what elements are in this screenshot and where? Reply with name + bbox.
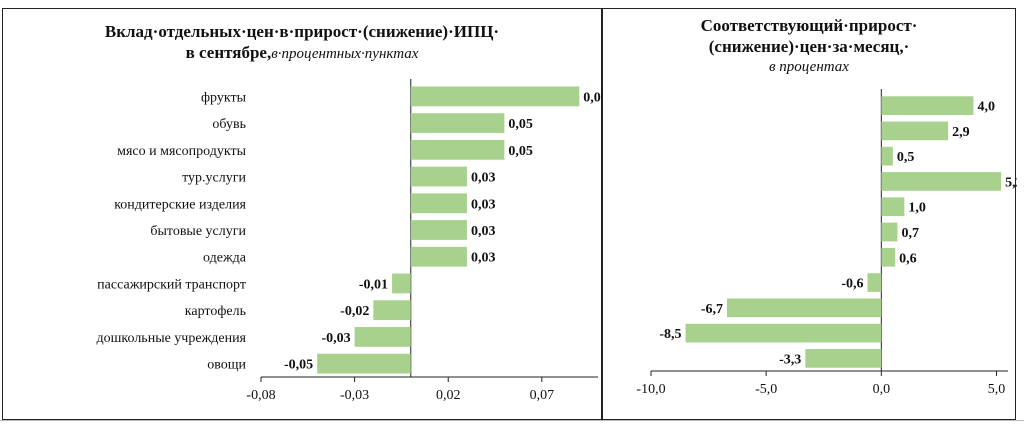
left-bar xyxy=(317,353,411,374)
left-category-label: дошкольные учреждения xyxy=(97,331,247,346)
left-category-label: овощи xyxy=(207,358,246,373)
left-category-label: картофель xyxy=(185,304,246,319)
left-category-label: пассажирский транспорт xyxy=(97,277,246,292)
left-bar xyxy=(410,139,505,160)
left-value-label: 0,09 xyxy=(583,90,603,105)
left-value-label: -0,03 xyxy=(321,331,350,346)
right-bar xyxy=(881,222,898,242)
right-bar xyxy=(881,121,949,141)
right-value-label: 0,5 xyxy=(897,150,915,165)
right-bar xyxy=(685,323,882,343)
right-value-label: -6,7 xyxy=(701,302,723,317)
right-value-label: 5,2 xyxy=(1005,175,1017,190)
left-bar xyxy=(373,300,411,321)
left-x-tick-label: 0,02 xyxy=(436,388,461,403)
right-bar-chart: 4,0 2,9 0,5 5,2 1,0 0,7 0,6 -0,6 -6,7 -8,5 -3,3 -10… xyxy=(636,89,1017,397)
right-chart-title-line2: (снижение)·цен·за·месяц,· xyxy=(708,37,910,56)
page-footer-strip xyxy=(0,420,1024,429)
left-value-label: -0,01 xyxy=(359,277,388,292)
right-value-label: -3,3 xyxy=(779,352,801,367)
right-value-label: 2,9 xyxy=(952,125,970,140)
right-bar xyxy=(881,172,1002,191)
left-bar-chart: 0,09 фрукты 0,05 обувь 0,05 мясо и мясопродук… xyxy=(97,79,603,403)
right-x-tick-label: 5,0 xyxy=(988,382,1006,397)
left-value-label: -0,05 xyxy=(284,358,313,373)
left-bar xyxy=(354,327,411,347)
left-chart-panel: Вклад·отдельных·цен·в·прирост·(снижение)… xyxy=(2,8,603,420)
right-value-label: 1,0 xyxy=(908,201,926,216)
left-category-label: тур.услуги xyxy=(182,171,246,186)
right-chart-title: Соответствующий·прирост· (снижение)·цен·… xyxy=(603,15,1015,78)
left-chart-title-line2: в сентябре,в·процентных·пунктах xyxy=(3,42,601,65)
left-chart-title-line1: Вклад·отдельных·цен·в·прирост·(снижение)… xyxy=(104,22,500,41)
right-chart-panel: Соответствующий·прирост· (снижение)·цен·… xyxy=(602,8,1017,420)
right-value-label: 0,7 xyxy=(901,226,919,241)
right-value-label: 4,0 xyxy=(977,100,995,115)
left-bar xyxy=(410,86,580,107)
right-x-tick-label: -10,0 xyxy=(636,382,665,397)
left-category-label: обувь xyxy=(212,117,246,132)
right-bar xyxy=(727,298,882,318)
left-value-label: 0,03 xyxy=(471,224,496,239)
right-x-tick-label: -5,0 xyxy=(755,382,777,397)
right-value-label: -0,6 xyxy=(841,277,863,292)
left-value-label: 0,03 xyxy=(471,251,496,266)
left-category-label: фрукты xyxy=(201,90,247,105)
left-category-label: кондитерские изделия xyxy=(114,197,246,212)
right-value-label: -8,5 xyxy=(659,327,681,342)
right-bar xyxy=(881,96,974,115)
left-category-label: бытовые услуги xyxy=(150,224,246,239)
left-chart-title: Вклад·отдельных·цен·в·прирост·(снижение)… xyxy=(3,21,601,65)
right-bar xyxy=(805,349,882,368)
left-bar xyxy=(410,193,467,214)
left-bar xyxy=(392,273,411,294)
left-bar xyxy=(410,113,505,133)
left-bar xyxy=(410,246,467,267)
left-x-tick-label: -0,08 xyxy=(246,388,275,403)
left-bar xyxy=(410,220,467,240)
right-chart-subtitle: в процентах xyxy=(769,59,849,75)
left-chart-subtitle-bold: в сентябре, xyxy=(185,43,272,62)
left-category-label: одежда xyxy=(203,251,247,266)
right-bar xyxy=(881,197,905,217)
left-category-label: мясо и мясопродукты xyxy=(117,144,246,159)
left-bar xyxy=(410,166,467,187)
right-bar xyxy=(881,146,893,166)
left-value-label: 0,05 xyxy=(508,144,533,159)
right-chart-title-line1: Соответствующий·прирост· xyxy=(700,16,918,35)
left-value-label: 0,03 xyxy=(471,197,496,212)
left-value-label: -0,02 xyxy=(340,304,369,319)
right-bar xyxy=(881,247,896,267)
left-value-label: 0,03 xyxy=(471,171,496,186)
left-x-tick-label: -0,03 xyxy=(340,388,369,403)
left-chart-subtitle-italic: в·процентных·пунктах xyxy=(271,46,419,62)
left-x-tick-label: 0,07 xyxy=(530,388,555,403)
right-bar xyxy=(867,273,882,292)
right-x-tick-label: 0,0 xyxy=(873,382,891,397)
right-value-label: 0,6 xyxy=(899,251,917,266)
left-value-label: 0,05 xyxy=(508,117,533,132)
